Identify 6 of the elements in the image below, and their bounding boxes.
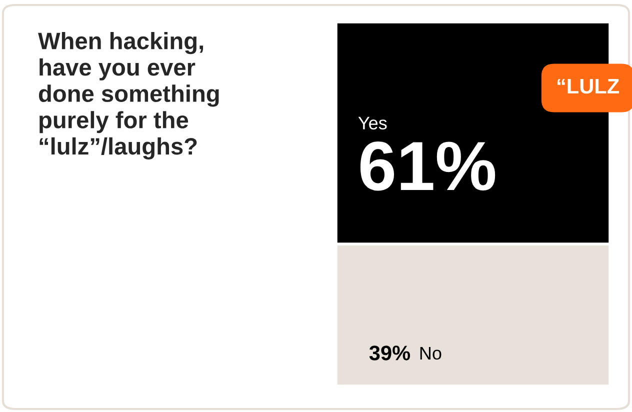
text: When hacking, have you ever done something purely for the “lulz”/laughs?	[38, 32, 219, 160]
data-label: 61%	[360, 142, 496, 191]
data-label: 39%	[369, 346, 410, 360]
annotation: “LULZ	[558, 79, 620, 94]
series-label: Yes	[358, 116, 387, 130]
series-label: No	[420, 347, 442, 360]
